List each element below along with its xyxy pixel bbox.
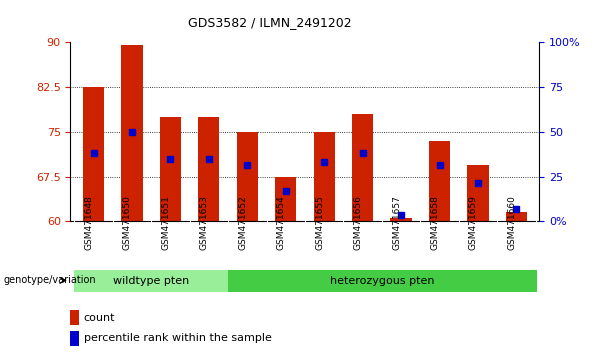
- Bar: [237, 132, 258, 221]
- Bar: [314, 132, 335, 221]
- Text: GSM471652: GSM471652: [238, 195, 247, 250]
- Bar: [121, 45, 143, 221]
- Text: GSM471654: GSM471654: [276, 195, 286, 250]
- Text: GSM471650: GSM471650: [123, 195, 132, 250]
- Text: GSM471656: GSM471656: [354, 195, 363, 250]
- Text: count: count: [83, 313, 115, 323]
- Text: GSM471653: GSM471653: [200, 195, 209, 250]
- Text: GSM471660: GSM471660: [508, 195, 516, 250]
- Bar: [70, 310, 79, 325]
- Bar: [390, 218, 412, 221]
- Bar: [70, 331, 79, 346]
- Bar: [160, 117, 181, 221]
- Bar: [506, 212, 527, 221]
- Text: GSM471655: GSM471655: [315, 195, 324, 250]
- Bar: [429, 141, 450, 221]
- Bar: [198, 117, 219, 221]
- Text: GSM471659: GSM471659: [469, 195, 478, 250]
- Text: GSM471648: GSM471648: [85, 195, 94, 250]
- Bar: [83, 87, 104, 221]
- Bar: [74, 269, 228, 292]
- Bar: [228, 269, 536, 292]
- Bar: [352, 114, 373, 221]
- Text: percentile rank within the sample: percentile rank within the sample: [83, 333, 272, 343]
- Text: GSM471651: GSM471651: [161, 195, 170, 250]
- Text: genotype/variation: genotype/variation: [3, 275, 96, 285]
- Text: heterozygous pten: heterozygous pten: [330, 275, 434, 286]
- Text: wildtype pten: wildtype pten: [113, 275, 189, 286]
- Bar: [467, 165, 489, 221]
- Text: GSM471658: GSM471658: [430, 195, 440, 250]
- Bar: [275, 177, 296, 221]
- Text: GDS3582 / ILMN_2491202: GDS3582 / ILMN_2491202: [188, 16, 351, 29]
- Text: GSM471657: GSM471657: [392, 195, 401, 250]
